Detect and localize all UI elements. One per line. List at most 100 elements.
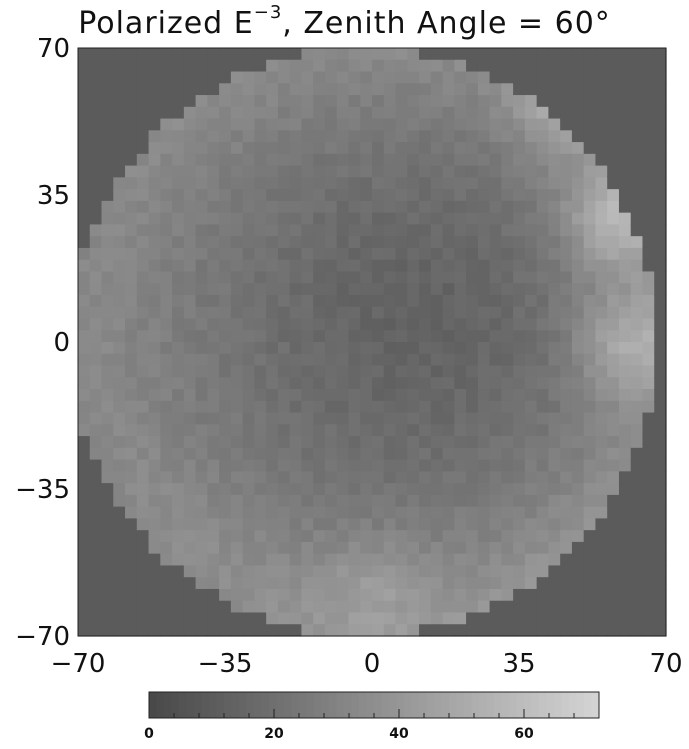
- heatmap-cell: [607, 59, 620, 73]
- heatmap-cell: [513, 400, 526, 414]
- heatmap-cell: [195, 59, 208, 73]
- heatmap-cell: [125, 247, 138, 261]
- heatmap-cell: [219, 353, 232, 367]
- heatmap-cell: [219, 165, 232, 178]
- heatmap-cell: [489, 342, 502, 355]
- heatmap-cell: [160, 142, 173, 155]
- heatmap-cell: [195, 95, 208, 108]
- heatmap-cell: [383, 165, 397, 178]
- heatmap-cell: [348, 106, 361, 120]
- heatmap-cell: [548, 353, 561, 367]
- heatmap-cell: [419, 212, 432, 225]
- heatmap-cell: [160, 318, 173, 331]
- heatmap-cell: [336, 365, 350, 378]
- heatmap-cell: [324, 247, 338, 261]
- heatmap-cell: [207, 118, 220, 131]
- heatmap-cell: [536, 577, 549, 590]
- heatmap-cell: [148, 95, 161, 108]
- heatmap-cell: [618, 106, 632, 120]
- heatmap-cell: [430, 59, 444, 73]
- heatmap-cell: [195, 459, 208, 472]
- heatmap-cell: [442, 577, 455, 590]
- heatmap-cell: [301, 271, 314, 284]
- heatmap-cell: [336, 330, 350, 343]
- heatmap-cell: [78, 400, 91, 414]
- heatmap-cell: [571, 212, 585, 225]
- heatmap-cell: [219, 471, 232, 484]
- heatmap-cell: [395, 424, 408, 437]
- heatmap-cell: [113, 600, 126, 614]
- heatmap-cell: [395, 306, 408, 320]
- heatmap-cell: [219, 588, 232, 602]
- heatmap-cell: [183, 330, 197, 343]
- heatmap-cell: [407, 48, 420, 61]
- heatmap-cell: [618, 118, 632, 131]
- heatmap-cell: [266, 506, 279, 519]
- heatmap-cell: [183, 142, 197, 155]
- heatmap-cell: [348, 271, 361, 284]
- heatmap-cell: [489, 424, 502, 437]
- heatmap-cell: [442, 271, 455, 284]
- heatmap-cell: [372, 447, 385, 461]
- heatmap-cell: [489, 389, 502, 402]
- heatmap-cell: [101, 530, 114, 543]
- heatmap-cell: [642, 106, 655, 120]
- heatmap-cell: [583, 342, 597, 355]
- heatmap-cell: [560, 259, 573, 273]
- heatmap-cell: [242, 588, 255, 602]
- heatmap-cell: [136, 494, 150, 508]
- heatmap-cell: [277, 600, 291, 614]
- heatmap-cell: [195, 436, 208, 449]
- heatmap-cell: [419, 71, 432, 84]
- heatmap-cell: [607, 153, 620, 167]
- heatmap-cell: [654, 353, 667, 367]
- heatmap-cell: [607, 400, 620, 414]
- heatmap-cell: [489, 283, 502, 296]
- heatmap-cell: [524, 283, 538, 296]
- heatmap-cell: [172, 600, 185, 614]
- heatmap-cell: [125, 83, 138, 96]
- heatmap-cell: [395, 212, 408, 225]
- heatmap-cell: [383, 83, 397, 96]
- heatmap-cell: [618, 389, 632, 402]
- heatmap-cell: [148, 459, 161, 472]
- colorbar-segment: [561, 692, 570, 718]
- heatmap-cell: [195, 412, 208, 425]
- heatmap-cell: [642, 224, 655, 237]
- heatmap-cell: [489, 71, 502, 84]
- heatmap-cell: [89, 541, 103, 555]
- heatmap-cell: [466, 283, 479, 296]
- heatmap-cell: [654, 330, 667, 343]
- heatmap-cell: [172, 247, 185, 261]
- heatmap-cell: [501, 306, 514, 320]
- heatmap-cell: [336, 130, 350, 143]
- heatmap-cell: [419, 518, 432, 531]
- heatmap-cell: [136, 247, 150, 261]
- heatmap-cell: [524, 471, 538, 484]
- heatmap-cell: [419, 600, 432, 614]
- heatmap-cell: [301, 389, 314, 402]
- heatmap-cell: [101, 247, 114, 261]
- heatmap-cell: [89, 71, 103, 84]
- heatmap-cell: [183, 59, 197, 73]
- heatmap-cell: [266, 600, 279, 614]
- heatmap-cell: [642, 377, 655, 390]
- heatmap-cell: [89, 436, 103, 449]
- heatmap-cell: [372, 624, 385, 637]
- heatmap-cell: [419, 553, 432, 567]
- heatmap-cell: [466, 377, 479, 390]
- heatmap-cell: [407, 130, 420, 143]
- heatmap-cell: [172, 330, 185, 343]
- heatmap-cell: [477, 189, 491, 202]
- heatmap-cell: [466, 189, 479, 202]
- heatmap-cell: [466, 624, 479, 637]
- heatmap-cell: [219, 259, 232, 273]
- heatmap-cell: [395, 259, 408, 273]
- colorbar-segment: [419, 692, 427, 718]
- heatmap-cell: [642, 494, 655, 508]
- heatmap-cell: [348, 483, 361, 496]
- heatmap-cell: [524, 83, 538, 96]
- heatmap-cell: [630, 389, 644, 402]
- heatmap-cell: [407, 59, 420, 73]
- heatmap-cell: [536, 71, 549, 84]
